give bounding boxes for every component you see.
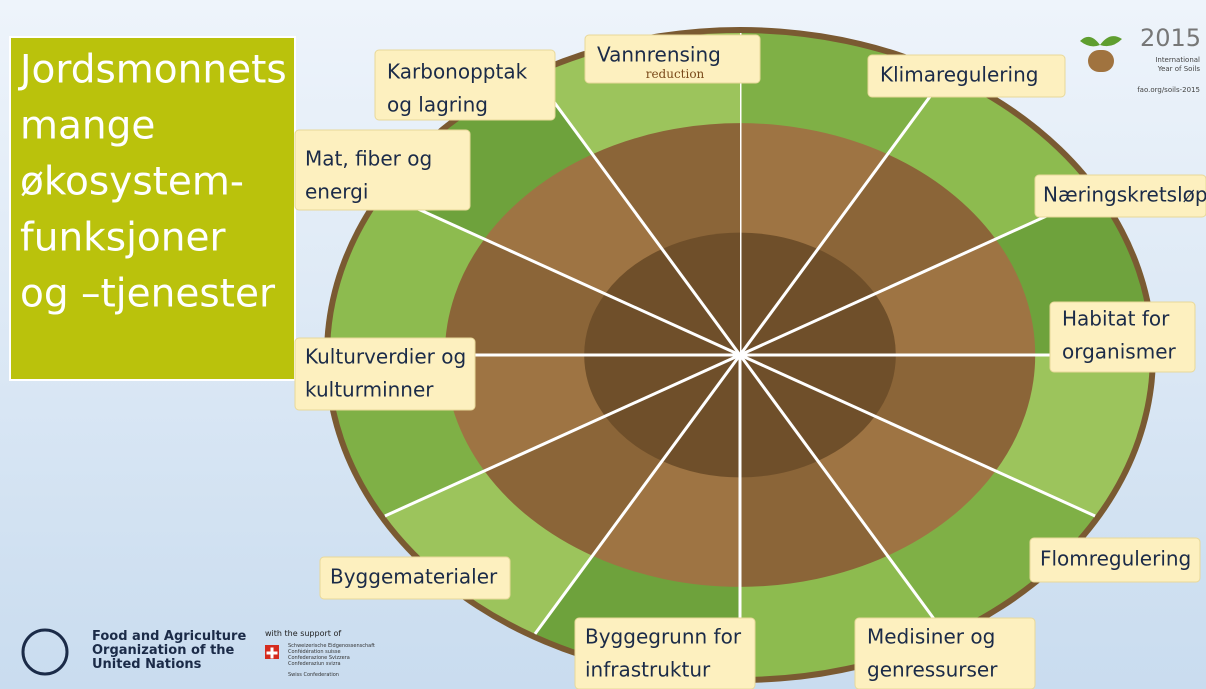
label-line: Næringskretsløp <box>1043 183 1206 207</box>
label-line: Medisiner og <box>867 625 995 649</box>
fao-line: Organization of the <box>92 643 235 658</box>
support-line: Confederaziun svizra <box>288 661 341 667</box>
title-line: Jordsmonnets <box>17 48 287 93</box>
label-line: kulturminner <box>305 378 434 402</box>
label-line: Karbonopptak <box>387 60 528 84</box>
support-footer: Swiss Confederation <box>288 672 339 678</box>
logo-line: International <box>1155 56 1200 64</box>
label-line: infrastruktur <box>585 658 711 682</box>
label-line: Klimaregulering <box>880 63 1038 87</box>
label-line: Kulturverdier og <box>305 345 466 369</box>
label-line: Mat, fiber og <box>305 147 432 171</box>
label-line: organismer <box>1062 340 1176 364</box>
logo-url: fao.org/soils-2015 <box>1137 86 1200 94</box>
support-heading: with the support of <box>265 629 341 638</box>
logo-year: 2015 <box>1140 24 1201 52</box>
title-line: mange <box>20 104 155 149</box>
label-line: energi <box>305 180 368 204</box>
fao-line: United Nations <box>92 657 202 672</box>
logo-soil <box>1088 50 1114 72</box>
slide: Jordsmonnets mange økosystem-funksjoner og … <box>0 0 1206 689</box>
label-line: Flomregulering <box>1040 547 1191 571</box>
fao-line: Food and Agriculture <box>92 629 246 644</box>
label-line: Habitat for <box>1062 307 1170 331</box>
logo-line: Year of Soils <box>1157 65 1201 73</box>
label-line: Byggematerialer <box>330 565 498 589</box>
label-line: genressurser <box>867 658 998 682</box>
title-line: og –tjenester <box>20 272 276 317</box>
support-line: Confédération suisse <box>288 648 341 655</box>
title-line: økosystem- <box>20 160 244 205</box>
label-line: Byggegrunn for <box>585 625 742 649</box>
label-line: Vannrensing <box>597 43 721 67</box>
title-line: funksjoner <box>20 216 226 261</box>
label-line: og lagring <box>387 93 488 117</box>
label-sub: reduction <box>646 67 705 81</box>
